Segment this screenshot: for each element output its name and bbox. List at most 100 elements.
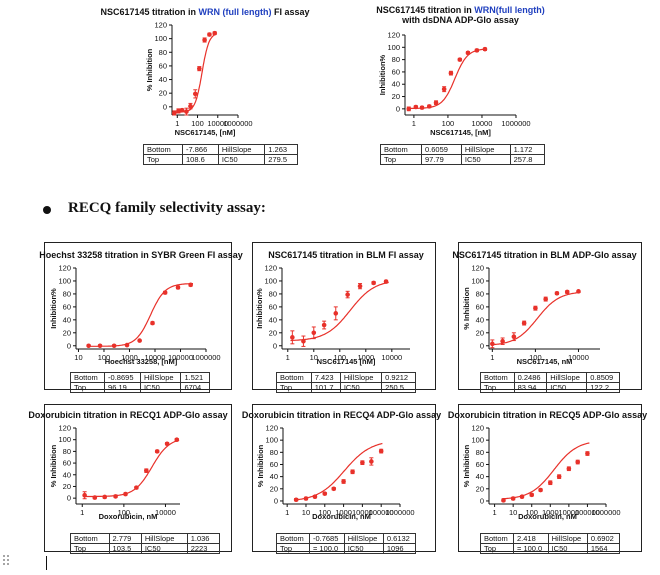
params-cell: 2.779 xyxy=(108,533,142,544)
data-point xyxy=(212,30,218,36)
chart-title-part: Doxorubicin titration in RECQ1 ADP-Glo a… xyxy=(28,410,227,420)
fit-curve xyxy=(290,281,389,342)
x-tick-label: 10 xyxy=(74,353,82,362)
params-cell: 0.6902 xyxy=(586,533,621,544)
y-tick-label: 0 xyxy=(480,496,484,505)
params-cell: Bottom xyxy=(480,533,514,544)
chart-title: NSC617145 titration in BLM FI assay xyxy=(268,250,424,260)
x-tick-label: 1000000 xyxy=(501,119,530,128)
params-cell: 0.2486 xyxy=(513,372,548,383)
params-cell: 1.036 xyxy=(186,533,221,544)
data-point xyxy=(378,448,384,454)
x-tick-label: 10000 xyxy=(381,353,402,362)
data-point xyxy=(301,338,306,344)
params-row: Bottom -7.866 HillSlope 1.263 xyxy=(143,144,298,155)
params-cell: 97.79 xyxy=(420,154,462,165)
x-axis-label: NSC617145, nM xyxy=(517,357,573,366)
params-cell: Bottom xyxy=(480,372,515,383)
chart-title-part: NSC617145 titration in BLM FI assay xyxy=(268,250,424,260)
params-cell: 0.6059 xyxy=(420,144,462,155)
data-point xyxy=(419,105,425,110)
x-tick-label: 1 xyxy=(175,119,179,128)
data-point xyxy=(207,32,212,37)
fit-curve xyxy=(82,439,180,498)
data-point xyxy=(360,460,365,465)
data-point xyxy=(137,338,142,343)
x-tick-label: 100 xyxy=(98,353,111,362)
params-row: Bottom -0.8695 HillSlope 1.521 xyxy=(69,372,210,383)
data-point xyxy=(123,491,128,497)
y-axis-label: Inhibition% xyxy=(378,54,387,95)
data-point xyxy=(406,106,412,112)
x-tick-label: 10000 xyxy=(207,119,228,128)
params-row: Bottom 2.418 HillSlope 0.6902 xyxy=(480,533,621,544)
params-cell: HillSlope xyxy=(546,372,588,383)
params-cell: IC50 xyxy=(343,543,384,554)
params-table-wrn-adp: Bottom 0.6059 HillSlope 1.172 Top 97.79 IC50 25… xyxy=(380,144,546,165)
y-tick-label: 100 xyxy=(471,276,484,285)
data-point xyxy=(500,338,505,344)
data-point xyxy=(501,498,506,503)
x-axis-label: Doxorubicin, nM xyxy=(99,512,158,521)
chart-title: Hoechst 33258 titration in SYBR Green FI… xyxy=(39,250,243,260)
y-axis-label: % Inhibition xyxy=(462,287,471,330)
data-point xyxy=(519,494,525,500)
params-cell: Bottom xyxy=(276,372,312,383)
chart-title: Doxorubicin titration in RECQ1 ADP-Glo a… xyxy=(28,410,227,420)
x-tick-label: 100 xyxy=(525,508,538,517)
data-point xyxy=(184,109,189,114)
data-point xyxy=(293,497,299,503)
params-cell: HillSlope xyxy=(140,533,188,544)
params-cell: 1564 xyxy=(586,543,621,554)
y-tick-label: 0 xyxy=(396,104,400,113)
params-cell: = 100.0 xyxy=(513,543,549,554)
params-row: Bottom 0.2486 HillSlope 0.8509 xyxy=(480,372,620,383)
params-cell: Top xyxy=(276,382,312,393)
y-tick-label: 120 xyxy=(264,264,277,273)
y-tick-label: 120 xyxy=(387,31,400,40)
params-cell: Bottom xyxy=(70,533,110,544)
text-cursor xyxy=(46,556,47,570)
params-cell: 0.8509 xyxy=(586,372,620,383)
data-point xyxy=(533,305,538,311)
params-cell: Top xyxy=(380,154,422,165)
data-point xyxy=(174,437,180,442)
chart-title-part: NSC617145 titration in BLM ADP-Glo assay xyxy=(452,250,636,260)
panel-recq1 xyxy=(44,404,232,552)
data-point xyxy=(341,479,346,484)
params-cell: 101.7 xyxy=(310,382,341,393)
data-point xyxy=(575,459,581,465)
y-tick-label: 60 xyxy=(270,460,278,469)
x-tick-label: 1000000 xyxy=(591,508,620,517)
params-cell: HillSlope xyxy=(139,372,182,383)
x-tick-label: 100000 xyxy=(575,508,600,517)
chart-title: NSC617145 titration in BLM ADP-Glo assay xyxy=(452,250,636,260)
x-tick-label: 10000 xyxy=(145,353,166,362)
y-axis-label: % Inhibition xyxy=(49,444,58,487)
params-cell: Top xyxy=(70,543,110,554)
data-point xyxy=(490,341,495,347)
y-tick-label: 80 xyxy=(392,55,400,64)
params-row: Top 101.7 IC50 250.5 xyxy=(276,382,416,393)
x-tick-label: 1000 xyxy=(357,353,374,362)
y-tick-label: 120 xyxy=(58,424,71,433)
section-heading: RECQ family selectivity assay: xyxy=(68,200,266,216)
params-cell: IC50 xyxy=(460,154,511,165)
params-row: Top 96.19 IC50 6704 xyxy=(69,382,210,393)
x-axis-label: NSC617145 [nM] xyxy=(317,357,376,366)
fit-curve xyxy=(490,291,581,346)
y-axis-label: Inhibition% xyxy=(49,288,58,329)
data-point xyxy=(457,57,463,62)
data-point xyxy=(350,469,355,475)
y-tick-label: 20 xyxy=(269,328,277,337)
y-tick-label: 100 xyxy=(154,34,167,43)
data-point xyxy=(164,441,170,447)
y-tick-label: 20 xyxy=(476,484,484,493)
y-tick-label: 60 xyxy=(476,302,484,311)
data-point xyxy=(188,282,193,288)
params-cell: Top xyxy=(480,543,514,554)
y-axis-label: % Inhibition xyxy=(256,444,265,487)
params-cell: 0.9212 xyxy=(381,372,416,383)
y-tick-label: 40 xyxy=(476,472,484,481)
